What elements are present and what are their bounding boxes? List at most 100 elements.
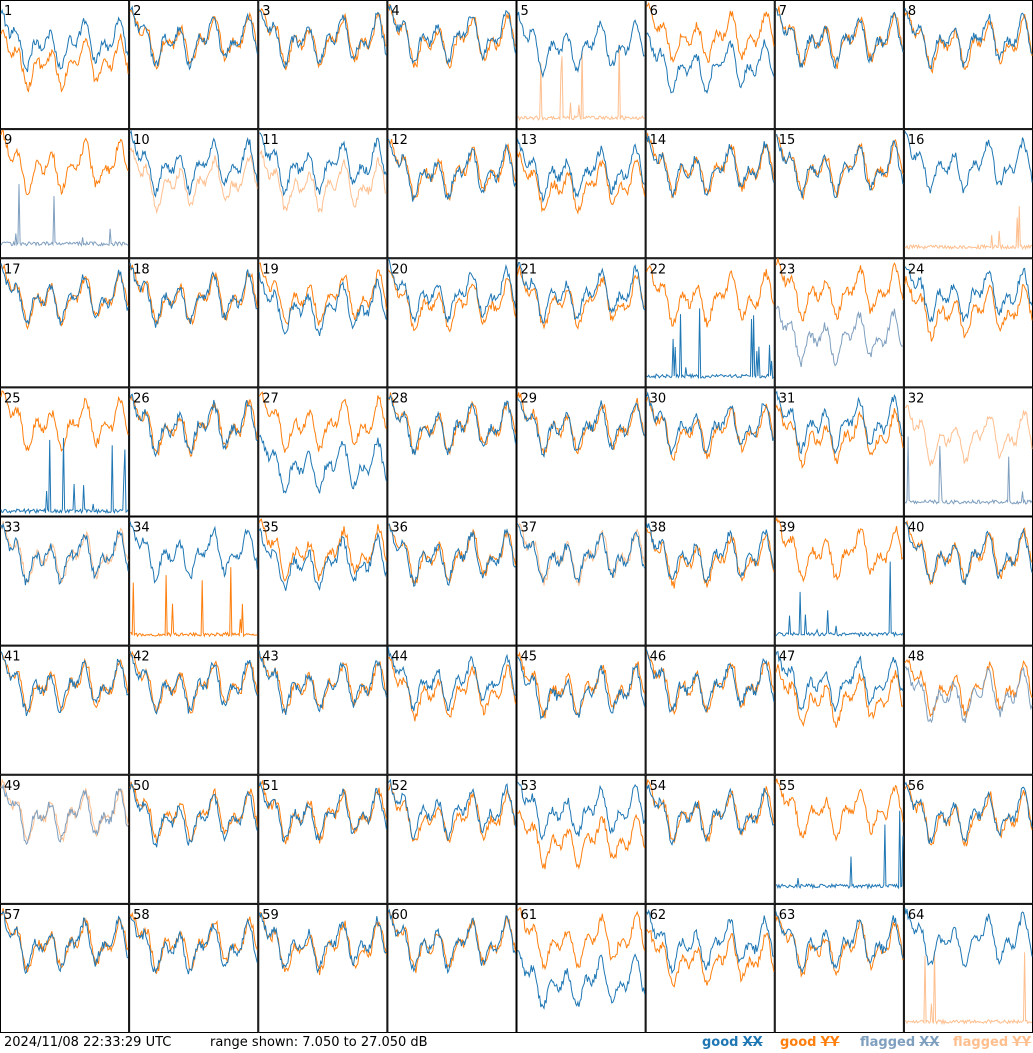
panel-63: 63 [774,903,904,1033]
series-yy-flagged [517,44,645,122]
panel-37: 37 [516,516,646,646]
series-xx-good [646,391,775,456]
panel-label: 58 [133,908,150,923]
series-xx-good [517,781,646,841]
panel-1: 1 [0,0,130,130]
panel-59: 59 [258,903,388,1033]
panel-label: 49 [4,779,21,794]
legend-good-yy: good YY [780,1035,839,1050]
panel-label: 54 [650,779,667,794]
panel-label: 64 [908,908,925,923]
panel-39: 39 [774,516,904,646]
panel-36: 36 [387,516,517,646]
series-yy-good [388,524,516,585]
panel-label: 43 [262,650,279,665]
panel-label: 7 [779,4,787,19]
series-xx-good [387,778,516,842]
panel-17: 17 [0,258,130,388]
panel-label: 46 [650,650,667,665]
panel-48: 48 [903,645,1033,775]
series-yy-good [129,394,258,457]
panel-label: 13 [521,133,538,148]
series-xx-good [517,261,646,324]
panel-label: 18 [133,262,150,277]
panel-41: 41 [0,645,130,775]
series-xx-good [387,908,516,975]
panel-frame [516,774,646,904]
panel-label: 57 [4,908,21,923]
panel-label: 2 [133,4,141,19]
series-xx-good [387,258,516,324]
panel-label: 44 [391,650,408,665]
series-xx-good [129,521,258,584]
panel-60: 60 [387,903,517,1033]
panel-30: 30 [645,387,775,517]
series-yy-good [904,783,1033,848]
series-xx-good [0,437,129,515]
series-xx-good [775,390,904,455]
panel-label: 40 [908,521,925,536]
panel-frame [774,645,904,775]
series-xx-good [517,397,646,458]
panel-8: 8 [903,0,1033,130]
series-xx-good [775,810,904,890]
series-yy-good [517,651,646,719]
series-yy-good [258,518,387,582]
panel-label: 14 [650,133,667,148]
series-xx-good [129,129,258,198]
panel-61: 61 [516,903,646,1033]
series-xx-good [904,907,1033,968]
series-yy-good [517,907,646,971]
panel-21: 21 [516,258,646,388]
panel-57: 57 [0,903,130,1033]
series-xx-good [775,134,904,199]
series-yy-good [646,650,775,716]
series-xx-good [904,130,1033,194]
series-xx-good [129,650,258,715]
series-xx-good [388,523,516,587]
panel-label: 19 [262,262,279,277]
panel-12: 12 [387,129,517,259]
panel-frame [258,774,388,904]
panel-frame [129,774,259,904]
series-yy-good [646,264,775,328]
panel-frame [645,129,775,259]
panel-label: 51 [262,779,279,794]
panel-frame [129,129,259,259]
panel-28: 28 [387,387,517,517]
legend-flagged-xx: flagged XX [860,1035,939,1050]
panel-label: 10 [133,133,150,148]
panel-label: 50 [133,779,150,794]
series-yy-good [129,650,258,714]
panel-frame [129,387,259,517]
series-xx-good [0,8,129,73]
series-xx-flagged [904,666,1033,724]
series-xx-good [646,32,775,95]
panel-14: 14 [645,129,775,259]
panel-label: 53 [521,779,538,794]
series-yy-flagged [904,404,1033,467]
panel-10: 10 [129,129,259,259]
series-xx-good [387,5,516,66]
panel-frame [903,516,1033,646]
panel-label: 25 [4,391,21,406]
panel-label: 39 [779,521,796,536]
panel-frame [0,258,130,388]
series-xx-good [0,522,129,586]
panel-frame [129,516,259,646]
panel-19: 19 [258,258,388,388]
panel-9: 9 [0,129,130,259]
panel-label: 23 [779,262,796,277]
panel-frame [387,645,517,775]
panel-frame [129,903,259,1033]
panel-frame [129,645,259,775]
panel-frame [516,903,646,1033]
panel-frame [903,0,1033,130]
series-xx-good [129,916,258,975]
panel-label: 4 [391,4,399,19]
series-yy-flagged [129,147,258,215]
series-yy-good [646,131,775,199]
panel-label: 31 [779,391,796,406]
panel-label: 6 [650,4,658,19]
legend-label: flagged [860,1035,916,1050]
